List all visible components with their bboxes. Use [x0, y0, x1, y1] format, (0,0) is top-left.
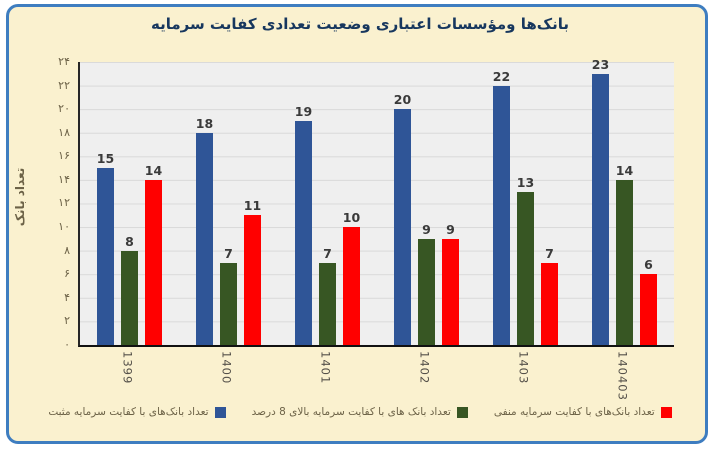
y-tick-label: ۴	[64, 290, 70, 304]
bar-value-label: 23	[591, 56, 610, 72]
legend-item: تعداد بانک‌های با کفایت سرمایه مثبت	[48, 406, 226, 418]
legend: تعداد بانک‌های با کفایت سرمایه مثبت تعداد…	[0, 406, 720, 418]
bar: 7	[220, 246, 237, 345]
bar-value-label: 9	[446, 221, 455, 237]
bar-value-label: 14	[144, 162, 163, 178]
bar-value-label: 11	[243, 198, 262, 214]
legend-label: تعداد بانک‌های با کفایت سرمایه مثبت	[48, 406, 209, 418]
x-tick-label: 1400	[219, 351, 234, 385]
bar-value-label: 18	[195, 115, 214, 131]
bar: 7	[541, 246, 558, 345]
legend-label: تعداد بانک‌های با کفایت سرمایه منفی	[493, 406, 655, 418]
bar: 6	[640, 257, 657, 345]
bar-value-label: 7	[323, 245, 332, 261]
plot-area: 15 8 14 18 7 11 19 7 10 20 9 9 22 13 7 23 14 6	[78, 57, 674, 347]
y-tick-label: ۱۰	[58, 220, 70, 234]
bar-value-label: 10	[342, 210, 361, 226]
y-tick-label: ۱۶	[58, 149, 70, 163]
bar-group-1403: 22 13 7	[476, 62, 575, 345]
bar-value-label: 20	[393, 92, 412, 108]
y-tick-label: ۶	[64, 267, 70, 281]
bar: 22	[493, 69, 510, 345]
legend-swatch-icon	[214, 406, 226, 418]
x-tick-label: 1402	[417, 351, 432, 385]
bar: 20	[394, 92, 411, 345]
legend-item: تعداد بانک های با کفایت سرمایه بالای 8 د…	[252, 406, 468, 418]
bar: 18	[196, 116, 213, 345]
legend-label: تعداد بانک های با کفایت سرمایه بالای 8 د…	[251, 406, 451, 418]
y-tick-label: ۱۸	[58, 125, 70, 139]
legend-swatch-icon	[660, 406, 672, 418]
bar: 14	[145, 163, 162, 345]
y-tick-label: ۰	[64, 337, 70, 351]
y-axis-title: تعداد بانک	[13, 167, 27, 227]
bar-value-label: 7	[224, 245, 233, 261]
legend-swatch-icon	[456, 406, 468, 418]
x-tick-label: 1403	[516, 351, 531, 385]
y-tick-label: ۲۰	[58, 102, 70, 116]
bar-group-1400: 18 7 11	[179, 62, 278, 345]
bar: 14	[616, 163, 633, 345]
y-axis-ticks: ۲۴ ۲۲ ۲۰ ۱۸ ۱۶ ۱۴ ۱۲ ۱۰ ۸ ۶ ۴ ۲ ۰	[30, 54, 70, 353]
y-tick-label: ۲۲	[58, 78, 70, 92]
bar-group-140403: 23 14 6	[575, 57, 674, 345]
bar: 8	[121, 234, 138, 345]
bar-value-label: 19	[294, 104, 313, 119]
bar: 13	[517, 175, 534, 345]
bar-group-1401: 19 7 10	[278, 62, 377, 345]
bar-value-label: 15	[96, 151, 115, 167]
y-tick-label: ۱۲	[58, 196, 70, 210]
bar-value-label: 7	[545, 245, 554, 261]
bar-value-label: 13	[516, 174, 535, 190]
x-axis-ticks: 1399 1400 1401 1402 1403 140403	[78, 351, 672, 403]
bar: 9	[418, 222, 435, 345]
x-tick-label: 140403	[615, 351, 630, 401]
bar-value-label: 6	[644, 257, 653, 273]
bar: 10	[343, 210, 360, 345]
bar: 9	[442, 222, 459, 345]
bar-value-label: 9	[422, 221, 431, 237]
y-tick-label: ۲۴	[58, 55, 70, 68]
bar: 11	[244, 198, 261, 345]
bar: 23	[592, 57, 609, 345]
y-tick-label: ۱۴	[58, 172, 70, 186]
y-tick-label: ۲	[64, 314, 70, 328]
bar: 7	[319, 246, 336, 345]
bar-value-label: 14	[615, 162, 634, 178]
bar: 19	[295, 104, 312, 345]
bar-group-1399: 15 8 14	[80, 62, 179, 345]
bar: 15	[97, 151, 114, 345]
chart-title: بانک‌ها ومؤسسات اعتباری وضعیت تعدادی کفا…	[150, 15, 570, 33]
y-tick-label: ۸	[64, 243, 70, 257]
bar-group-1402: 20 9 9	[377, 62, 476, 345]
bar-value-label: 22	[492, 68, 511, 84]
bar-value-label: 8	[125, 233, 134, 249]
x-tick-label: 1399	[120, 351, 135, 385]
x-tick-label: 1401	[318, 351, 333, 385]
bar-groups: 15 8 14 18 7 11 19 7 10 20 9 9 22 13 7 23 14 6	[80, 57, 674, 345]
legend-item: تعداد بانک‌های با کفایت سرمایه منفی	[494, 406, 672, 418]
